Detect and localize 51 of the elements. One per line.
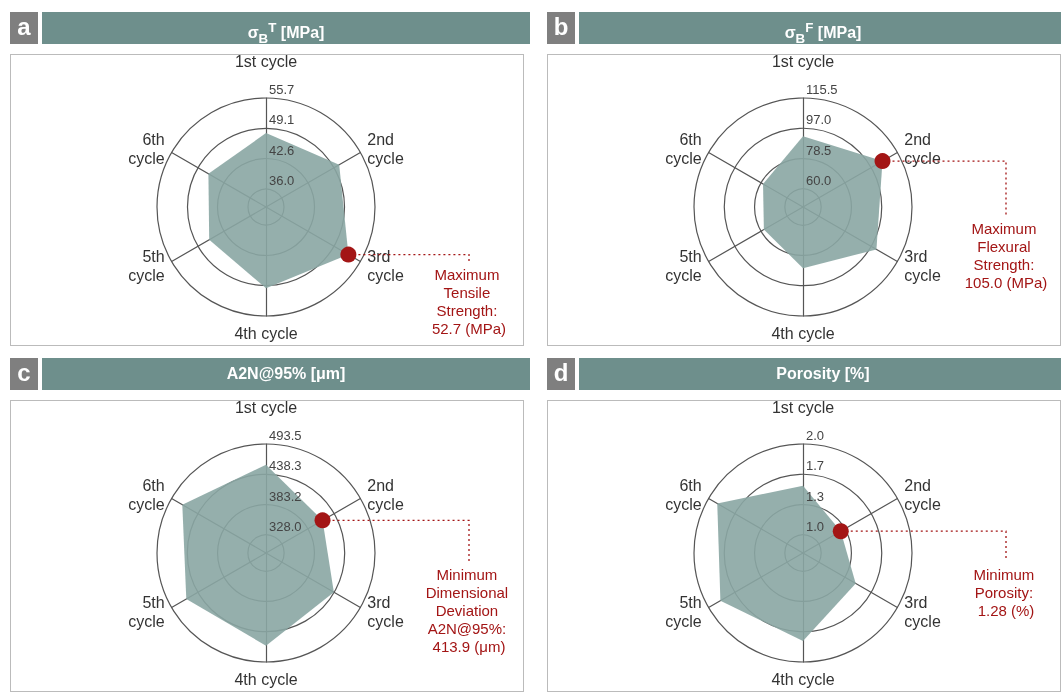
spoke-label: 5th cycle [128,247,165,284]
text: Minimum Porosity: 1.28 (%) [973,565,1035,619]
spoke-label: 1st cycle [771,399,835,416]
chart-title: σ$_{B}$$^{F}$ [MPa] [579,12,1061,46]
chart-title: σ$_{B}$$^{T}$ [MPa] [42,12,530,46]
spoke-label: 1st cycle [234,399,298,416]
y-tick-label: 49.1 [269,112,295,128]
y-tick-label: 78.5 [806,142,832,158]
y-tick-label: 493.5 [269,428,302,443]
y-tick-label: 383.2 [269,488,302,504]
spoke-label: 2nd cycle [904,476,941,513]
text: Maximum Flexural Strength: 105.0 (MPa) [964,219,1048,291]
text: a [10,12,38,44]
spoke-label: 2nd cycle [367,130,404,167]
spoke-label: 4th cycle [234,671,298,688]
y-tick-label: 115.5 [806,82,838,97]
y-tick-label: 42.6 [269,142,295,158]
spoke-label: 4th cycle [234,325,298,342]
spoke-label: 5th cycle [665,247,702,284]
text: Maximum Tensile Strength: 52.7 (MPa) [431,265,507,337]
spoke-label: 6th cycle [665,476,702,513]
y-tick-label: 2.0 [806,428,825,443]
spoke-label: 3rd cycle [367,593,404,630]
y-tick-label: 36.0 [269,172,295,188]
spoke-label: 6th cycle [665,130,702,167]
text: c [10,358,38,390]
spoke-label: 1st cycle [771,53,835,70]
spoke-label: 1st cycle [234,53,298,70]
spoke-label: 2nd cycle [367,476,404,513]
text: Minimum Dimensional Deviation A2N@95%: 413.9 (μm) [425,565,509,655]
y-tick-label: 60.0 [806,172,832,188]
chart-title: A2N@95% [μm] [42,358,530,390]
y-tick-label: 55.7 [269,82,295,97]
chart-title: Porosity [%] [579,358,1061,390]
text: b [547,12,575,44]
spoke-label: 5th cycle [128,593,165,630]
spoke-label: 3rd cycle [904,593,941,630]
y-tick-label: 438.3 [269,458,302,474]
y-tick-label: 328.0 [269,518,302,534]
spoke-label: 2nd cycle [904,130,941,167]
spoke-label: 6th cycle [128,130,165,167]
spoke-label: 6th cycle [128,476,165,513]
text: d [547,358,575,390]
y-tick-label: 1.7 [806,458,825,474]
spoke-label: 4th cycle [771,325,835,342]
spoke-label: 3rd cycle [904,247,941,284]
spoke-label: 5th cycle [665,593,702,630]
y-tick-label: 97.0 [806,112,832,128]
spoke-label: 4th cycle [771,671,835,688]
y-tick-label: 1.0 [806,518,825,534]
spoke-label: 3rd cycle [367,247,404,284]
